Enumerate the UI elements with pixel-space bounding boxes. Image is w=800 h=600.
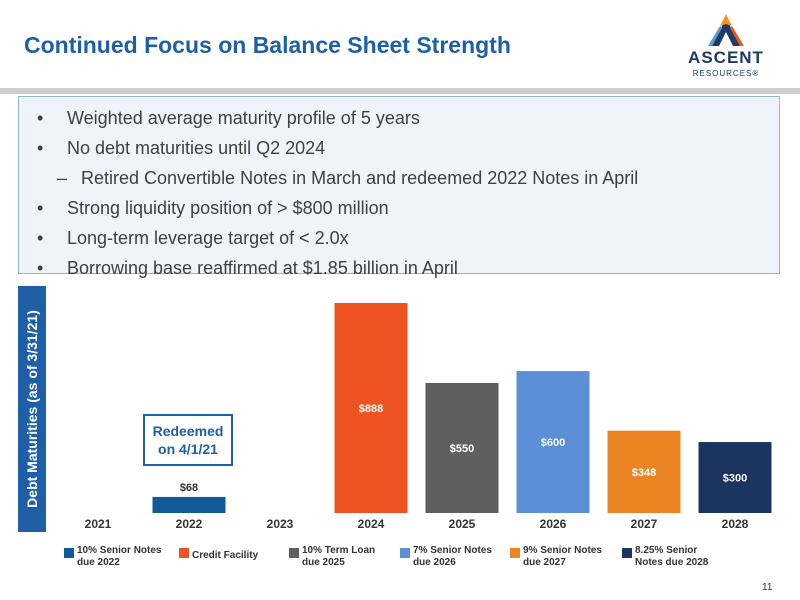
legend-swatch	[622, 548, 632, 558]
redeemed-annotation: Redeemed on 4/1/21	[143, 414, 233, 466]
x-tick-label: 2028	[722, 517, 749, 531]
x-tick-label: 2025	[449, 517, 476, 531]
bar-value-label: $68	[180, 482, 198, 494]
legend-line: due 2027	[523, 557, 566, 568]
bar-2028	[698, 442, 772, 513]
x-tick-label: 2023	[267, 517, 294, 531]
legend-line: due 2022	[77, 557, 120, 568]
slide-title: Continued Focus on Balance Sheet Strengt…	[24, 32, 511, 58]
legend-line: Notes due 2028	[635, 557, 709, 568]
page-number: 11	[762, 582, 773, 593]
annotation-line: on 4/1/21	[158, 441, 218, 457]
y-axis-label-panel: Debt Maturities (as of 3/31/21)	[18, 286, 46, 532]
legend-line: 9% Senior Notes	[523, 545, 602, 556]
header-divider	[0, 88, 800, 94]
logo-wordmark: ASCENT	[688, 48, 764, 67]
bar-value-label: $550	[450, 443, 474, 455]
bullet-item: • Borrowing base reaffirmed at $1.85 bill…	[37, 253, 638, 283]
summary-box: • Weighted average maturity profile of 5 …	[18, 96, 780, 278]
bar-value-label: $300	[723, 473, 747, 485]
bullet-text: Weighted average maturity profile of 5 y…	[67, 108, 420, 128]
bar-2025	[425, 382, 499, 513]
logo-subtitle: RESOURCES®	[692, 69, 760, 78]
bullet-text: No debt maturities until Q2 2024	[67, 138, 326, 158]
bullet-item: • Strong liquidity position of > $800 mil…	[37, 193, 638, 223]
legend-line: 10% Senior Notes	[77, 545, 162, 556]
x-tick-label: 2022	[176, 517, 203, 531]
legend-line: due 2025	[302, 557, 345, 568]
bullet-marker: •	[37, 198, 44, 218]
legend-line: 10% Term Loan	[302, 545, 376, 556]
x-tick-label: 2026	[540, 517, 567, 531]
x-tick-label: 2024	[358, 517, 385, 531]
bullet-item: • No debt maturities until Q2 2024	[37, 133, 638, 163]
bullet-text: Strong liquidity position of > $800 mill…	[67, 198, 389, 218]
legend-line: 7% Senior Notes	[413, 545, 492, 556]
bullet-text: Borrowing base reaffirmed at $1.85 billi…	[67, 258, 458, 278]
legend-swatch	[400, 548, 410, 558]
sub-bullet-item: – Retired Convertible Notes in March and …	[37, 163, 638, 193]
company-logo: ASCENT RESOURCES®	[674, 12, 778, 84]
bullet-item: • Weighted average maturity profile of 5 …	[37, 103, 638, 133]
bullet-marker: •	[37, 108, 44, 128]
legend-label: 9% Senior Notes due 2027	[523, 545, 623, 569]
x-tick-label: 2021	[85, 517, 112, 531]
bar-2022	[152, 496, 226, 513]
legend-line: 8.25% Senior	[635, 545, 698, 556]
legend-swatch	[179, 548, 189, 558]
bullet-marker: •	[37, 258, 44, 278]
bullet-item: • Long-term leverage target of < 2.0x	[37, 223, 638, 253]
legend-swatch	[64, 548, 74, 558]
bullet-marker: •	[37, 138, 44, 158]
x-tick-label: 2027	[631, 517, 658, 531]
annotation-line: Redeemed	[152, 423, 224, 439]
legend-label: 7% Senior Notes due 2026	[413, 545, 513, 569]
legend-label: 10% Term Loan due 2025	[302, 545, 402, 569]
bullet-text: Long-term leverage target of < 2.0x	[67, 228, 349, 248]
bar-2024	[334, 303, 408, 513]
legend-line: Credit Facility	[192, 550, 259, 561]
bullet-text: Retired Convertible Notes in March and r…	[81, 168, 639, 188]
legend-swatch	[510, 548, 520, 558]
bar-value-label: $888	[359, 403, 383, 415]
bullet-list: • Weighted average maturity profile of 5 …	[37, 103, 638, 283]
bar-value-label: $600	[541, 437, 565, 449]
bullet-marker: •	[37, 228, 44, 248]
legend-label: Credit Facility	[192, 550, 292, 562]
legend-label: 8.25% Senior Notes due 2028	[635, 545, 735, 569]
logo-mark-icon	[708, 14, 744, 46]
legend-line: due 2026	[413, 557, 456, 568]
legend-swatch	[289, 548, 299, 558]
bullet-marker: –	[57, 168, 68, 188]
bar-value-label: $348	[632, 467, 656, 479]
bar-2027	[607, 430, 681, 513]
bar-2026	[516, 371, 590, 513]
legend-label: 10% Senior Notes due 2022	[77, 545, 177, 569]
